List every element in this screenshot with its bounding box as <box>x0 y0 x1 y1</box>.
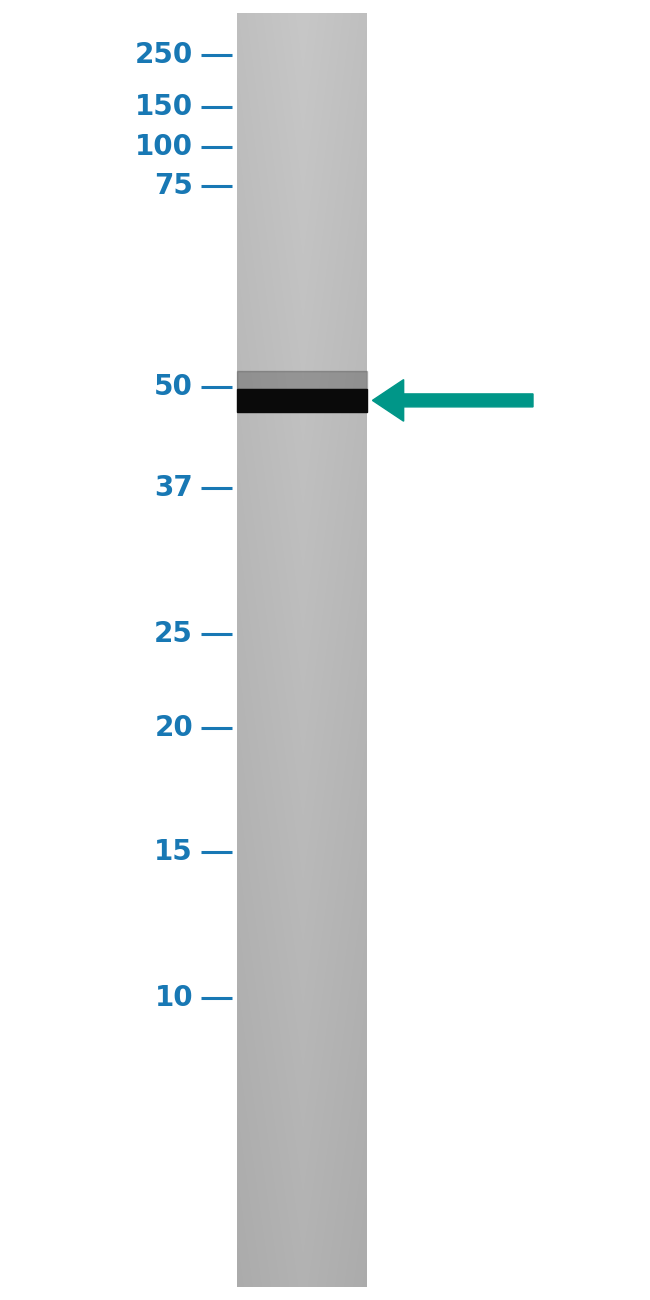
Text: 25: 25 <box>154 620 193 649</box>
FancyArrow shape <box>372 380 533 421</box>
Text: 150: 150 <box>135 92 193 121</box>
Text: 75: 75 <box>154 172 193 200</box>
Text: 37: 37 <box>154 473 193 502</box>
Bar <box>237 389 367 412</box>
Text: 100: 100 <box>135 133 193 161</box>
Text: 50: 50 <box>154 373 193 402</box>
Text: 15: 15 <box>154 837 193 866</box>
Text: 20: 20 <box>154 714 193 742</box>
Bar <box>237 370 367 389</box>
Text: 250: 250 <box>135 40 193 69</box>
Text: 10: 10 <box>155 984 193 1013</box>
